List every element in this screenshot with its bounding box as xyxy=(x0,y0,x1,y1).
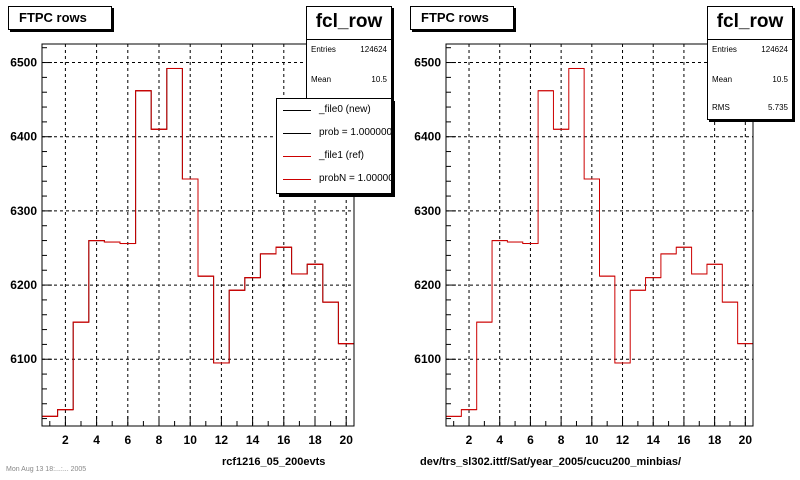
right-xtick-label-18: 18 xyxy=(708,433,722,447)
left-stats-name: fcl_row xyxy=(307,7,391,40)
left-ytick-label-6300: 6300 xyxy=(10,204,37,218)
right-xtick-label-12: 12 xyxy=(616,433,630,447)
right-xtick-label-14: 14 xyxy=(647,433,661,447)
right-stats-rms: RMS 5.735 xyxy=(712,103,788,112)
right-axes-frame xyxy=(445,43,754,427)
right-title-box: FTPC rows xyxy=(410,6,514,30)
right-stats-rms-value: 5.735 xyxy=(767,103,788,112)
left-stats-mean-value: 10.5 xyxy=(371,75,387,84)
left-xtick-label-20: 20 xyxy=(340,433,354,447)
left-series-1-line xyxy=(41,67,355,426)
left-ytick-label-6100: 6100 xyxy=(10,352,37,366)
left-ytick-label-6500: 6500 xyxy=(10,56,37,70)
right-stats-name: fcl_row xyxy=(708,7,792,40)
left-footer: rcf1216_05_200evts xyxy=(222,456,326,468)
right-xtick-label-16: 16 xyxy=(677,433,691,447)
right-stats-mean-label: Mean xyxy=(712,75,733,84)
left-xtick-label-14: 14 xyxy=(246,433,260,447)
legend-label-file1: _file1 (ref) xyxy=(319,150,365,161)
right-ytick-label-6200: 6200 xyxy=(414,278,441,292)
right-footer: dev/trs_sl302.ittf/Sat/year_2005/cucu200… xyxy=(420,456,682,468)
left-ytick-label-6200: 6200 xyxy=(10,278,37,292)
legend-label-prob: prob = 1.000000 xyxy=(319,127,392,138)
left-axes-frame xyxy=(41,43,355,427)
right-xtick-label-20: 20 xyxy=(739,433,753,447)
legend-swatch-file0 xyxy=(283,110,311,111)
right-xtick-label-6: 6 xyxy=(527,433,534,447)
left-stats-entries-label: Entries xyxy=(311,45,336,54)
legend-label-file0: _file0 (new) xyxy=(319,104,371,115)
legend-swatch-prob xyxy=(283,133,311,134)
left-ytick-label-6400: 6400 xyxy=(10,130,37,144)
left-xtick-label-2: 2 xyxy=(62,433,69,447)
left-legend: _file0 (new) prob = 1.000000 _file1 (ref… xyxy=(276,98,392,194)
left-xtick-label-18: 18 xyxy=(308,433,322,447)
left-stats-mean-label: Mean xyxy=(311,75,332,84)
timestamp-stamp: Mon Aug 13 18:...:... 2005 xyxy=(6,466,87,473)
legend-label-probN: probN = 1.000000 xyxy=(319,173,392,184)
left-stats-entries-value: 124624 xyxy=(360,45,387,54)
left-stats-entries: Entries 124624 xyxy=(311,45,387,54)
right-stats-box: fcl_row Entries 124624 Mean 10.5 RMS 5.7… xyxy=(707,6,793,120)
left-xtick-label-12: 12 xyxy=(215,433,229,447)
left-stats-box: fcl_row Entries 124624 Mean 10.5 xyxy=(306,6,392,102)
right-title: FTPC rows xyxy=(421,10,489,25)
right-stats-entries-label: Entries xyxy=(712,45,737,54)
right-xtick-label-4: 4 xyxy=(496,433,503,447)
right-xtick-label-2: 2 xyxy=(466,433,473,447)
right-stats-mean-value: 10.5 xyxy=(772,75,788,84)
right-histogram-frame: 2 4 6 8 10 12 14 16 18 20 6100 6200 6300 6400 6500 xyxy=(414,43,754,447)
right-ytick-label-6400: 6400 xyxy=(414,130,441,144)
right-ytick-label-6100: 6100 xyxy=(414,352,441,366)
right-ytick-label-6500: 6500 xyxy=(414,56,441,70)
left-xtick-label-16: 16 xyxy=(277,433,291,447)
right-stats-entries-value: 124624 xyxy=(761,45,788,54)
right-stats-mean: Mean 10.5 xyxy=(712,75,788,84)
left-title-box: FTPC rows xyxy=(8,6,112,30)
left-xtick-label-6: 6 xyxy=(124,433,131,447)
left-title: FTPC rows xyxy=(19,10,87,25)
left-stats-mean: Mean 10.5 xyxy=(311,75,387,84)
right-series-0-line xyxy=(445,67,754,426)
legend-swatch-file1 xyxy=(283,156,311,157)
right-xtick-label-10: 10 xyxy=(585,433,599,447)
left-xtick-label-10: 10 xyxy=(184,433,198,447)
right-stats-rms-label: RMS xyxy=(712,103,730,112)
right-ytick-label-6300: 6300 xyxy=(414,204,441,218)
left-xtick-label-8: 8 xyxy=(156,433,163,447)
right-xtick-label-8: 8 xyxy=(558,433,565,447)
legend-swatch-probN xyxy=(283,179,311,180)
right-stats-entries: Entries 124624 xyxy=(712,45,788,54)
left-xtick-label-4: 4 xyxy=(93,433,100,447)
